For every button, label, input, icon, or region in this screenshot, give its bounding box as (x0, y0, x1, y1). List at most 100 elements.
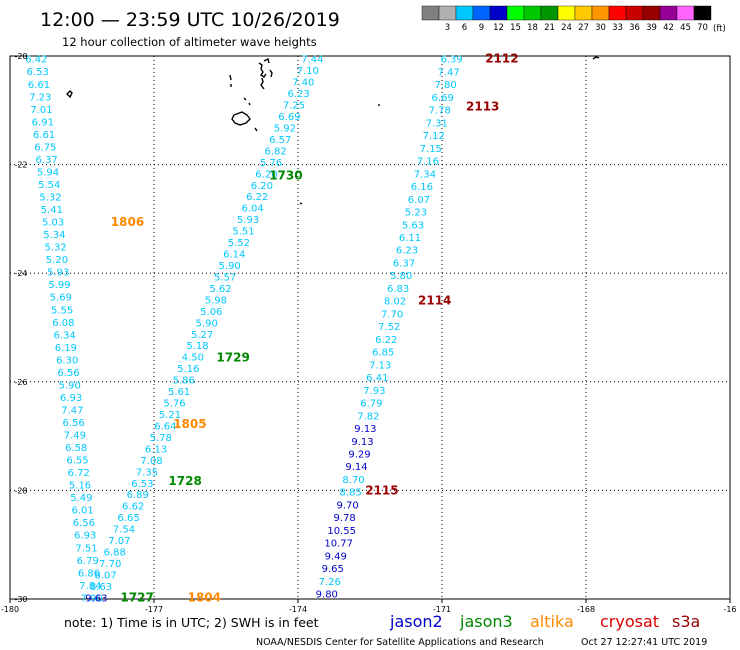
wave-height-label: 6.58 (65, 443, 87, 454)
pass-time-label: 1727 (120, 590, 153, 604)
wave-height-label: 5.51 (232, 227, 254, 238)
wave-height-label: 5.80 (390, 271, 412, 282)
wave-height-label: 6.62 (122, 502, 144, 513)
legend-tick-label: 12 (493, 23, 504, 33)
wave-height-label: 9.49 (325, 551, 347, 562)
wave-height-label: 6.23 (396, 246, 418, 257)
wave-height-label: 5.62 (209, 284, 231, 295)
wave-height-label: 7.34 (414, 169, 436, 180)
wave-height-label: 5.54 (38, 180, 60, 191)
wave-height-label: 5.18 (186, 341, 208, 352)
satellite-legend-cryosat: cryosat (600, 612, 659, 631)
wave-height-label: 8.70 (342, 475, 364, 486)
x-tick-label: -16 (723, 605, 736, 614)
wave-height-label: 7.07 (108, 536, 130, 547)
y-tick-label: -26 (14, 378, 27, 387)
legend-swatch (455, 5, 474, 21)
legend-tick-label: 30 (595, 23, 606, 33)
legend-tick-label: 39 (646, 23, 657, 33)
wave-height-label: 5.57 (214, 272, 236, 283)
wave-height-label: 6.37 (36, 155, 58, 166)
axis-ticks: -180 -177 -174 -171 -168 -16 -20 -22 -24 -26 -28 -3… (1, 52, 737, 614)
legend-swatch (489, 5, 508, 21)
plot-area (9, 55, 731, 600)
wave-height-label: 5.23 (405, 208, 427, 219)
x-tick-label: -174 (289, 605, 307, 614)
wave-height-label: 6.41 (366, 373, 388, 384)
legend-swatch (472, 5, 491, 21)
legend-swatch (693, 5, 712, 21)
wave-height-label: 8.85 (339, 488, 361, 499)
wave-height-label: 6.88 (104, 548, 126, 559)
wave-height-label: 6.56 (57, 368, 79, 379)
y-tick-label: -30 (14, 595, 27, 604)
wave-height-label: 10.55 (327, 526, 356, 537)
wave-height-label: 7.47 (61, 405, 83, 416)
wave-height-label: 5.90 (219, 261, 241, 272)
pass-time-label: 2112 (485, 52, 518, 66)
wave-height-label: 6.19 (55, 343, 77, 354)
data-marks: 6.426.536.617.237.016.916.616.756.375.94… (25, 52, 518, 605)
wave-height-label: 5.98 (205, 295, 227, 306)
x-tick-label: -177 (145, 605, 163, 614)
wave-height-label: 6.56 (62, 418, 84, 429)
wave-height-label: 6.57 (269, 135, 291, 146)
wave-height-label: 6.37 (393, 258, 415, 269)
wave-height-label: 5.93 (237, 215, 259, 226)
chart-subtitle: 12 hour collection of altimeter wave hei… (62, 35, 317, 49)
wave-height-label: 9.65 (322, 564, 344, 575)
wave-height-label: 7.82 (357, 411, 379, 422)
wave-height-label: 10.77 (324, 539, 353, 550)
wave-height-label: 6.82 (265, 146, 287, 157)
x-tick-label: -171 (433, 605, 451, 614)
wave-height-label: 6.61 (33, 130, 55, 141)
wave-height-label: 6.04 (242, 204, 264, 215)
wave-height-label: 5.86 (173, 376, 195, 387)
wave-height-label: 6.89 (127, 490, 149, 501)
y-tick-label: -20 (14, 52, 27, 61)
wave-height-label: 5.16 (177, 364, 199, 375)
wave-height-label: 7.54 (113, 525, 135, 536)
pass-time-label: 2113 (466, 99, 499, 113)
wave-height-label: 6.20 (251, 181, 273, 192)
wave-height-label: 7.15 (420, 144, 442, 155)
pass-time-label: 1729 (216, 350, 249, 364)
wave-height-label: 6.83 (387, 284, 409, 295)
wave-height-label: 7.44 (301, 55, 323, 66)
wave-height-label: 9.63 (85, 593, 107, 604)
units-label: (ft) (713, 24, 726, 34)
wave-height-label: 7.16 (417, 157, 439, 168)
legend-tick-label: 27 (578, 23, 589, 33)
pass-time-label: 1804 (188, 590, 221, 604)
wave-height-label: 7.70 (381, 309, 403, 320)
wave-height-label: 5.32 (45, 243, 67, 254)
legend-tick-label: 6 (462, 23, 467, 33)
wave-height-label: 6.69 (278, 112, 300, 123)
wave-height-label: 5.99 (48, 280, 70, 291)
satellite-legend-s3a: s3a (672, 612, 700, 631)
legend-swatch (557, 5, 576, 21)
wave-height-label: 6.53 (131, 479, 153, 490)
wave-height-label: 6.22 (246, 192, 268, 203)
series-altika: 6.426.536.617.237.016.916.616.756.375.94… (25, 55, 102, 605)
legend-swatch (523, 5, 542, 21)
wave-height-label: 5.27 (191, 330, 213, 341)
wave-height-label: 5.06 (200, 307, 222, 318)
legend-tick-label: 33 (612, 23, 623, 33)
wave-height-label: 6.11 (399, 233, 421, 244)
wave-height-label: 9.70 (336, 500, 358, 511)
wave-height-label: 7.01 (30, 105, 52, 116)
wave-height-label: 5.20 (46, 255, 68, 266)
wave-height-label: 6.30 (56, 355, 78, 366)
legend-swatch (574, 5, 593, 21)
wave-height-label: 6.69 (432, 93, 454, 104)
series-cryosat: 6.397.47 7.80 6.69 7.787.31 7.12 7.15 7.167.34… (316, 55, 463, 601)
wave-height-label: 5.49 (70, 493, 92, 504)
legend-tick-label: 70 (697, 23, 708, 33)
wave-height-label: 5.16 (69, 481, 91, 492)
wave-height-label: 6.64 (154, 421, 176, 432)
wave-height-label: 5.76 (260, 158, 282, 169)
satellite-legend: jason2 jason3 altika cryosat s3a (389, 612, 700, 631)
legend-swatch (506, 5, 525, 21)
